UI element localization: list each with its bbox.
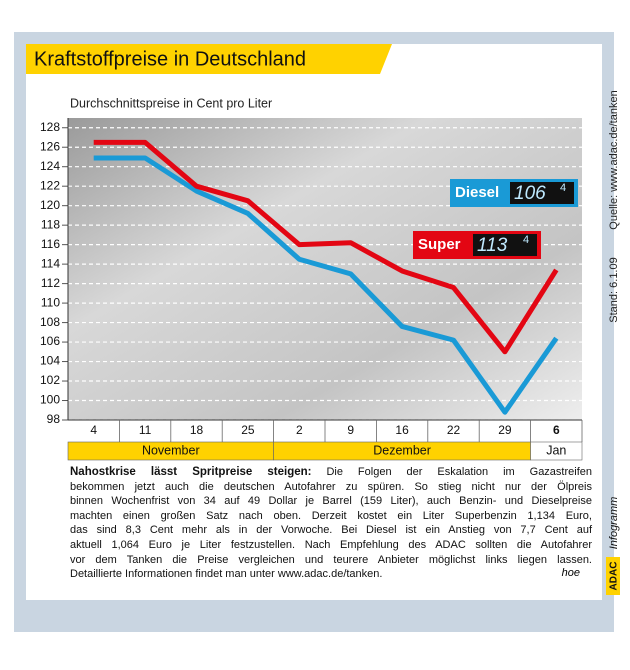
body-text-line: vor dem Tanken die Preise vergleichen un… [70,553,592,566]
price-main: 106 [514,183,546,204]
body-text-line: binnen Wochenfrist von 34 auf 49 Dollar … [70,495,592,508]
x-tick-label: 16 [395,423,409,437]
lead: Nahostkrise lässt Spritpreise steigen: [70,466,312,478]
y-tick-label: 116 [41,237,60,251]
x-tick-label: 25 [241,423,255,437]
month-label: Dezember [373,443,431,457]
chart-title: Kraftstoffpreise in Deutschland [34,48,306,70]
y-tick-label: 112 [41,276,60,290]
y-tick-label: 100 [40,393,60,407]
y-tick-label: 104 [40,354,60,368]
x-tick-label: 11 [139,423,152,437]
body-line: Detaillierte Informationen findet man un… [70,567,592,582]
y-tick-label: 124 [40,159,60,173]
y-tick-label: 118 [41,217,60,231]
body-text-line: aktuell 1,064 Euro je Liter festzustelle… [70,538,592,551]
y-tick-label: 120 [40,198,60,212]
series-line [93,139,559,355]
price-tag-name: Super [418,236,461,253]
source: Quelle: www.adac.de/tanken [608,90,620,229]
body-line: bekommen jetzt auch die deutschen Autofa… [70,480,592,495]
series-line [93,155,559,415]
body-line: vor dem Tanken die Preise vergleichen un… [70,553,592,568]
y-tick-label: 102 [40,373,60,387]
price-main: 113 [477,235,508,256]
month-band [530,441,583,461]
price-decimal: 4 [523,234,529,246]
y-tick-label: 110 [41,295,60,309]
title-bar [26,44,392,74]
y-tick-label: 98 [47,412,61,426]
y-tick-label: 128 [40,120,60,134]
y-tick-label: 108 [40,315,60,329]
body-line: das sind 8,3 Cent mehr als in der Vorwoc… [70,523,592,538]
body-text: Nahostkrise lässt Spritpreise steigen: D… [70,465,592,582]
x-tick-label: 9 [347,423,354,437]
x-tick-label: 29 [498,423,512,437]
brand: ADAC [609,562,620,591]
price-display [510,182,574,204]
body-text-line: Detaillierte Informationen findet man un… [70,568,383,581]
body-line: Nahostkrise lässt Spritpreise steigen: D… [70,465,592,480]
y-tick-label: 126 [40,139,60,153]
x-tick-label: 6 [553,423,560,437]
body-line: aktuell 1,064 Euro je Liter festzustelle… [70,538,592,553]
price-display [473,234,537,256]
body-text-line: bekommen jetzt auch die deutschen Autofa… [70,480,592,493]
y-tick-label: 122 [40,178,60,192]
brand-box [606,557,620,595]
y-tick-label: 106 [40,334,60,348]
body-line: binnen Wochenfrist von 34 auf 49 Dollar … [70,494,592,509]
date: Stand: 6.1.09 [608,257,620,322]
x-tick-label: 22 [447,423,461,437]
price-decimal: 4 [560,182,566,194]
month-label: November [142,443,200,457]
y-axis-label: Durchschnittspreise in Cent pro Liter [70,96,272,110]
author: hoe [561,567,580,579]
body-text-line: das sind 8,3 Cent mehr als in der Vorwoc… [70,524,592,537]
y-tick-label: 114 [41,256,60,270]
x-tick-label: 2 [296,423,303,437]
body-text-line: machten einen großen Satz nach oben. Der… [70,509,592,522]
body-line: machten einen großen Satz nach oben. Der… [70,509,592,524]
price-tag-name: Diesel [455,184,499,201]
x-tick-label: 4 [90,423,97,437]
x-tick-label: 18 [190,423,204,437]
month-label: Jan [546,443,566,457]
body-text-line: Die Folgen der Eskalation im Gazastreife… [326,466,592,478]
brand-label: Infogramm [608,497,620,550]
